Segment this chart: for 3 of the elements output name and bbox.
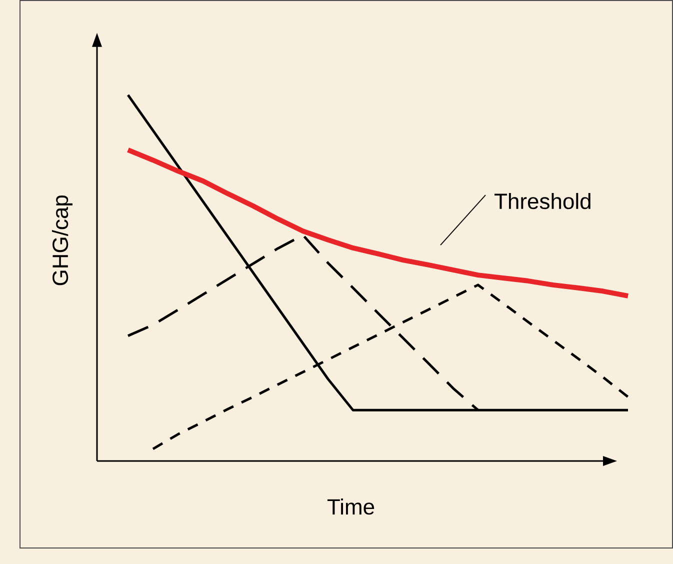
x-axis-title: Time [327, 498, 374, 515]
y-axis-title: GHG/cap [52, 196, 72, 286]
annotation: Threshold [494, 192, 590, 210]
